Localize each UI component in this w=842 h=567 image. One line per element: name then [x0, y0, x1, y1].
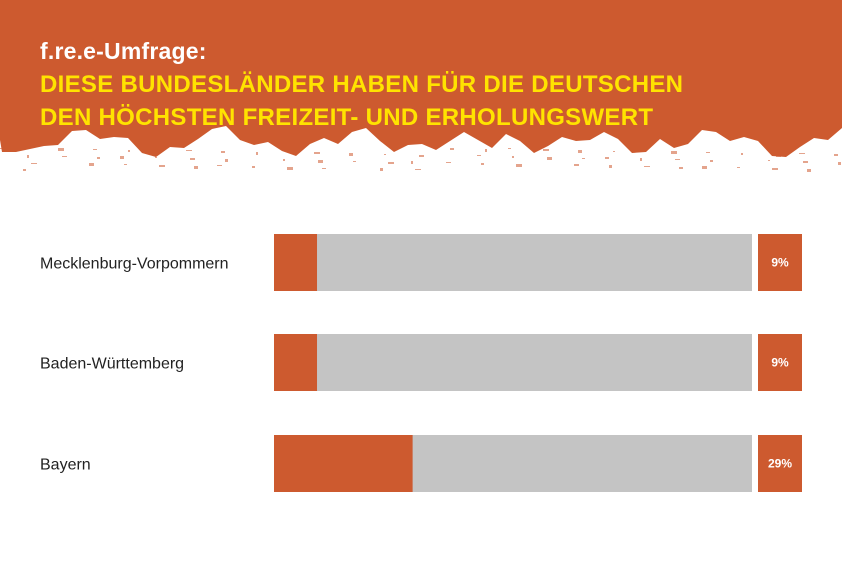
- bar: [274, 334, 318, 391]
- bar: [274, 234, 318, 291]
- value-label: 9%: [771, 356, 789, 370]
- title-line-2: DEN HÖCHSTEN FREIZEIT- UND ERHOLUNGSWERT: [40, 104, 654, 131]
- value-box: [758, 334, 802, 391]
- category-label: Bayern: [40, 457, 91, 474]
- value-label: 29%: [768, 457, 792, 471]
- value-box: [758, 435, 802, 492]
- bar-track: [274, 234, 752, 291]
- header-banner: f.re.e-Umfrage: DIESE BUNDESLÄNDER HABEN…: [0, 0, 842, 175]
- survey-brand: f.re.e-Umfrage:: [40, 38, 207, 64]
- value-label: 9%: [771, 256, 789, 270]
- header-brush-background: [0, 0, 842, 172]
- category-label: Mecklenburg-Vorpommern: [40, 256, 229, 273]
- chart-title: DIESE BUNDESLÄNDER HABEN FÜR DIE DEUTSCH…: [40, 68, 820, 134]
- category-label: Baden-Württemberg: [40, 356, 184, 373]
- value-box: [758, 234, 802, 291]
- bar: [274, 435, 413, 492]
- bar-track: [274, 334, 752, 391]
- title-line-1: DIESE BUNDESLÄNDER HABEN FÜR DIE DEUTSCH…: [40, 71, 684, 98]
